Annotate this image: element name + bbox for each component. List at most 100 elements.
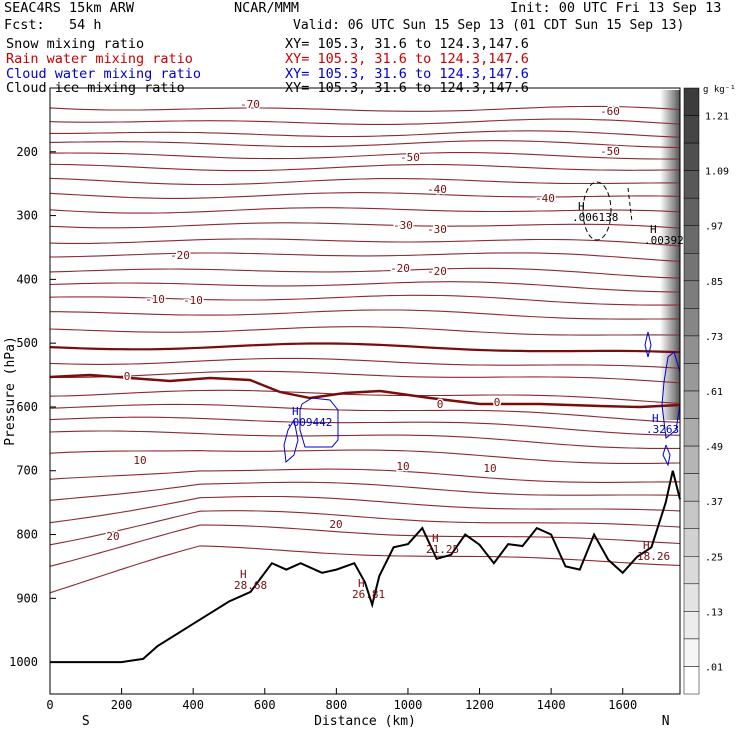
x-end-label-left: S xyxy=(82,714,90,729)
x-tick-label: 800 xyxy=(326,698,348,712)
cloud-water-contour xyxy=(283,418,299,464)
temperature-contour xyxy=(49,524,681,567)
extremum-value: .3263 xyxy=(646,423,679,436)
cloud-water-contour xyxy=(644,331,652,358)
field-label-snow: Snow mixing ratio xyxy=(6,36,145,52)
colorbar-band xyxy=(683,363,700,392)
extremum-marker: H xyxy=(432,532,439,545)
contour-label: 10 xyxy=(133,454,146,467)
y-tick-label: 600 xyxy=(16,400,38,414)
temperature-contour xyxy=(49,430,680,449)
temperature-contour xyxy=(49,238,681,247)
colorbar-band xyxy=(683,253,700,282)
contour-label: 0 xyxy=(494,396,501,409)
colorbar-label: .73 xyxy=(705,332,723,343)
extremum-marker: H xyxy=(650,223,657,236)
contour-label: 10 xyxy=(396,460,409,473)
cloud-water-contour xyxy=(299,397,339,448)
temperature-contour xyxy=(49,192,681,199)
contour-label: -30 xyxy=(393,219,413,232)
valid-time: Valid: 06 UTC Sun 15 Sep 13 (01 CDT Sun … xyxy=(293,18,685,33)
colorbar-band xyxy=(683,142,700,171)
x-tick-label: 1200 xyxy=(465,698,494,712)
colorbar-band xyxy=(683,528,700,557)
colorbar-band xyxy=(683,115,700,144)
colorbar-label: .37 xyxy=(705,497,723,508)
y-tick-label: 800 xyxy=(16,528,38,542)
snow-contour xyxy=(627,187,633,223)
contour-label: -70 xyxy=(240,98,260,111)
temperature-contour xyxy=(50,152,680,160)
forecast-hours: Fcst: 54 h xyxy=(4,17,102,33)
cloud-water-contour xyxy=(662,444,671,467)
snow-contour xyxy=(582,181,612,241)
field-xy-snow: XY= 105.3, 31.6 to 124.3,147.6 xyxy=(285,36,529,52)
temperature-contour xyxy=(49,267,681,279)
plot-frame xyxy=(49,87,681,695)
x-tick-label: 1600 xyxy=(608,698,637,712)
colorbar-label: .85 xyxy=(705,277,723,288)
contour-label: -50 xyxy=(600,145,620,158)
contour-label: -30 xyxy=(427,223,447,236)
colorbar-band xyxy=(683,225,700,254)
extremum-marker: H xyxy=(643,539,650,552)
contour-label: -50 xyxy=(400,151,420,164)
y-tick-label: 900 xyxy=(16,591,38,605)
x-tick-label: 200 xyxy=(111,698,133,712)
temperature-contour xyxy=(49,416,681,436)
temperature-contour xyxy=(49,468,681,483)
extremum-value: 21.25 xyxy=(426,543,459,556)
colorbar-label: .01 xyxy=(705,662,723,673)
colorbar: 1.21 1.09 .97 .85 .73 .61 .49 .37 .25 .13 .01 g kg⁻… xyxy=(683,85,736,695)
y-tick-label: 1000 xyxy=(9,655,38,669)
plot-area: -70 -60 -50 -50 -40 -40 -30 -30 -20 -20 -20 -10 -10 0… xyxy=(49,90,684,664)
colorbar-label: .97 xyxy=(705,222,723,233)
temperature-contour xyxy=(49,118,681,125)
extremum-marker: H xyxy=(358,577,365,590)
colorbar-band xyxy=(683,87,700,116)
contour-label: 20 xyxy=(329,518,342,531)
x-tick-label: 600 xyxy=(254,698,276,712)
extremum-marker: H xyxy=(292,405,299,418)
colorbar-label: 1.21 xyxy=(705,112,729,123)
contour-label: -60 xyxy=(600,105,620,118)
temperature-contour xyxy=(49,105,681,112)
contour-label: -10 xyxy=(183,294,203,307)
y-tick-label: 200 xyxy=(16,145,38,159)
colorbar-band xyxy=(683,556,700,585)
contour-label: -10 xyxy=(145,293,165,306)
contour-label: 0 xyxy=(437,398,444,411)
contour-label: -20 xyxy=(170,249,190,262)
colorbar-label: .25 xyxy=(705,552,723,563)
y-tick-label: 300 xyxy=(16,209,38,223)
extremum-marker: H xyxy=(652,412,659,425)
colorbar-band xyxy=(683,611,700,640)
x-tick-label: 0 xyxy=(46,698,53,712)
field-xy-rain: XY= 105.3, 31.6 to 124.3,147.6 xyxy=(285,51,529,67)
field-xy-cloud-water: XY= 105.3, 31.6 to 124.3,147.6 xyxy=(285,66,529,82)
temperature-contour xyxy=(49,252,681,262)
y-tick-label: 400 xyxy=(16,272,38,286)
y-tick-label: 700 xyxy=(16,464,38,478)
colorbar-band xyxy=(683,197,700,226)
contour-label: -40 xyxy=(427,183,447,196)
temperature-contour xyxy=(49,140,681,149)
colorbar-band xyxy=(683,666,700,695)
contour-label: -20 xyxy=(427,265,447,278)
colorbar-band xyxy=(683,308,700,337)
extremum-value: 28.68 xyxy=(234,579,267,592)
init-time: Init: 00 UTC Fri 13 Sep 13 xyxy=(510,0,722,16)
x-tick-label: 400 xyxy=(182,698,204,712)
x-axis-label: Distance (km) xyxy=(314,714,416,729)
contour-label: 0 xyxy=(124,370,131,383)
colorbar-label: 1.09 xyxy=(705,167,729,178)
colorbar-band xyxy=(683,390,700,419)
temperature-contour xyxy=(49,449,681,464)
x-end-label-right: N xyxy=(662,714,670,729)
extremum-marker: H xyxy=(240,568,247,581)
colorbar-label: .49 xyxy=(705,442,723,453)
temperature-contour xyxy=(50,130,681,138)
contour-label: -20 xyxy=(390,262,410,275)
